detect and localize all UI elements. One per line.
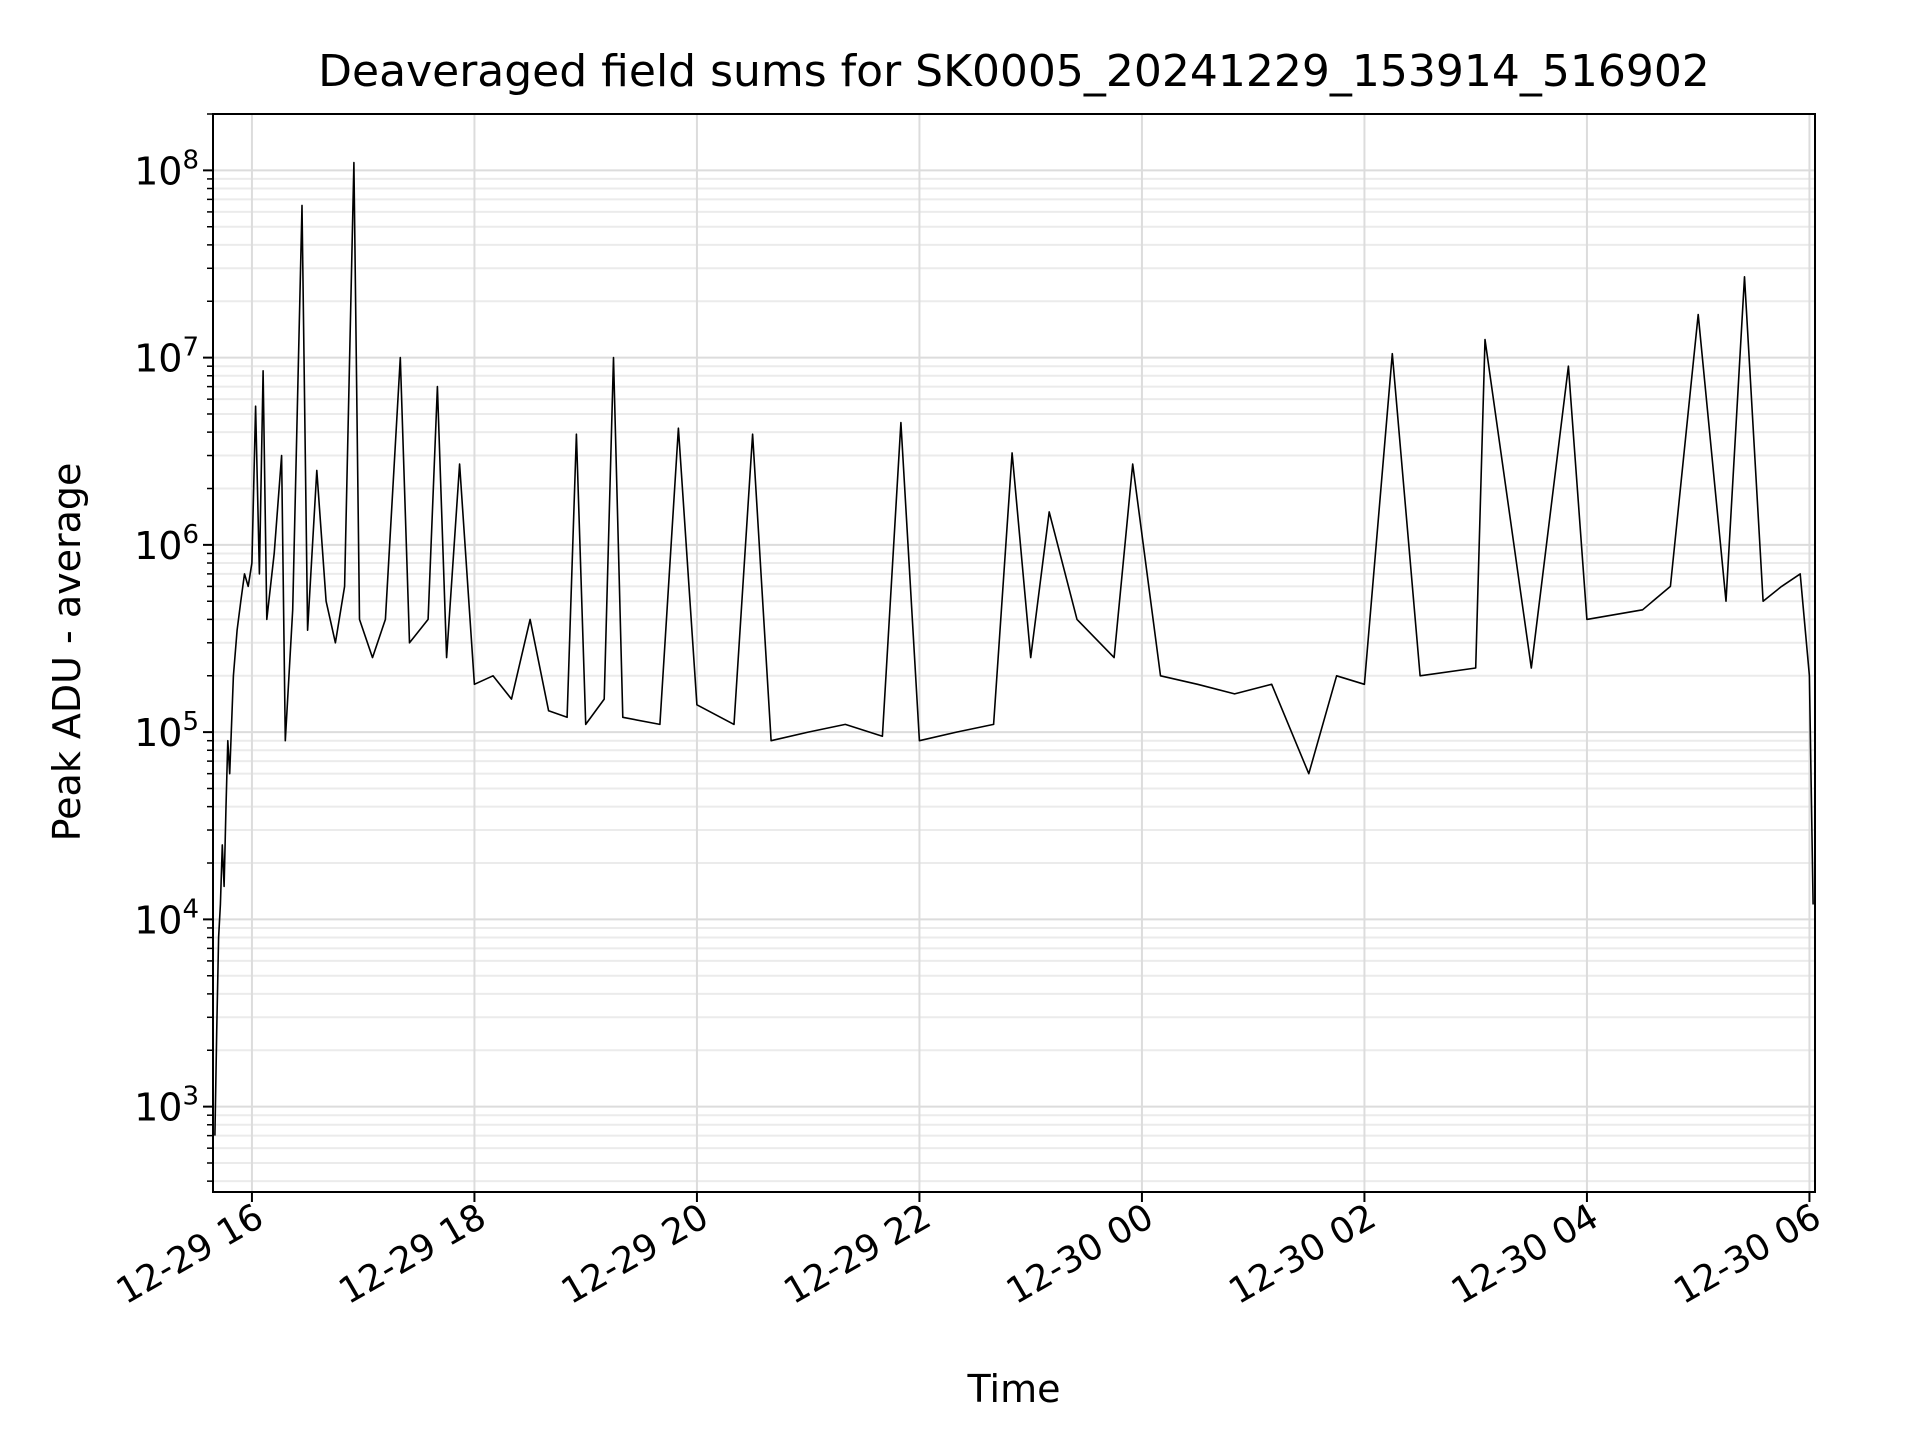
y-tick-label: 108 [134, 145, 199, 193]
series-layer [214, 161, 1814, 1136]
plot-frame [212, 113, 1816, 1193]
y-tick-label: 106 [134, 520, 199, 568]
y-tick-label: 105 [134, 707, 199, 755]
series-line [214, 161, 1814, 1136]
chart-title: Deaveraged field sums for SK0005_2024122… [318, 46, 1710, 97]
y-tick-label: 104 [134, 894, 199, 942]
y-tick-label: 103 [134, 1082, 199, 1130]
y-tick-label: 107 [134, 333, 199, 381]
x-axis-label: Time [967, 1367, 1061, 1411]
y-axis-label: Peak ADU - average [45, 463, 89, 842]
